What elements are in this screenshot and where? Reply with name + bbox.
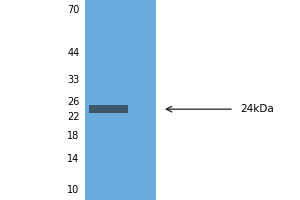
Text: 26: 26 bbox=[67, 97, 80, 107]
Text: 44: 44 bbox=[67, 48, 80, 58]
Text: 70: 70 bbox=[67, 5, 80, 15]
Text: 18: 18 bbox=[67, 131, 80, 141]
Text: 22: 22 bbox=[67, 112, 80, 122]
Text: 24kDa: 24kDa bbox=[240, 104, 274, 114]
Bar bbox=[85, 0, 156, 200]
Text: 14: 14 bbox=[67, 154, 80, 164]
Text: 10: 10 bbox=[67, 185, 80, 195]
Bar bbox=[88, 105, 128, 113]
Text: 33: 33 bbox=[67, 75, 80, 85]
